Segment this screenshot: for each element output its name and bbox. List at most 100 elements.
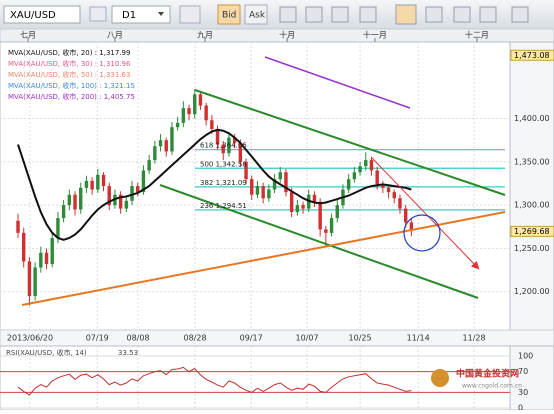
candle-body bbox=[375, 170, 379, 185]
candle-body bbox=[318, 201, 322, 230]
tool-icon[interactable] bbox=[479, 6, 497, 23]
candle-body bbox=[50, 238, 54, 265]
candle-body bbox=[67, 194, 72, 206]
x-tick-label: 11/14 bbox=[407, 334, 430, 343]
candle-body bbox=[369, 160, 374, 171]
candle-body bbox=[130, 186, 134, 201]
candle-body bbox=[204, 105, 208, 121]
fib-label: 236 1,294.51 bbox=[200, 202, 247, 210]
x-tick-label: 2013/06/20 bbox=[7, 334, 53, 343]
timeframe: D1 bbox=[122, 10, 136, 21]
candle-body bbox=[261, 186, 265, 199]
candle-body bbox=[96, 174, 100, 190]
candle-body bbox=[272, 179, 277, 190]
chart-type-button[interactable] bbox=[179, 5, 201, 24]
candle-body bbox=[90, 180, 94, 190]
tool-icons bbox=[279, 4, 529, 25]
rsi-line bbox=[17, 366, 412, 396]
candle-body bbox=[193, 94, 197, 115]
fib-label: 382 1,321.09 bbox=[200, 179, 247, 187]
channel-upper bbox=[194, 89, 506, 196]
candle-body bbox=[22, 232, 26, 262]
tool-icon[interactable] bbox=[359, 6, 377, 23]
candle-body bbox=[295, 205, 300, 213]
labels: 1,200.00 1,250.00 1,300.00 1,350.00 1,400.00… bbox=[6, 30, 550, 413]
candle-body bbox=[84, 180, 89, 188]
tool-icon[interactable] bbox=[331, 6, 349, 23]
x-tick-label: 08/28 bbox=[183, 334, 206, 343]
candle-body bbox=[153, 146, 157, 161]
tool-icon[interactable] bbox=[305, 6, 323, 23]
candle-body bbox=[73, 194, 77, 210]
candle-body bbox=[136, 186, 140, 193]
ma-legend-entry: MVA(XAU/USD, 收市, 50) : 1,331.63 bbox=[8, 70, 130, 79]
channel-lower bbox=[159, 184, 479, 299]
rsi-value: 33.53 bbox=[118, 349, 138, 357]
ma-legend-entry: MVA(XAU/USD, 收市, 200) : 1,405.75 bbox=[8, 92, 135, 101]
tool-icon[interactable] bbox=[425, 6, 443, 23]
ma-line bbox=[17, 128, 412, 241]
candle-body bbox=[170, 127, 174, 152]
x-tick-label: 10/07 bbox=[296, 334, 319, 343]
tool-icon[interactable] bbox=[395, 4, 417, 25]
candle-body bbox=[324, 229, 328, 233]
candle-body bbox=[158, 140, 163, 147]
highlight-circle bbox=[403, 214, 441, 252]
y-tick-label: 1,200.00 bbox=[514, 287, 550, 296]
candle-body bbox=[198, 94, 203, 106]
rsi-tick-label: 30 bbox=[518, 388, 528, 397]
annotations bbox=[21, 56, 506, 306]
candle-body bbox=[39, 252, 43, 268]
long-trend-line bbox=[264, 56, 411, 109]
price-marker-label: 1,269.68 bbox=[514, 227, 550, 236]
candle-body bbox=[255, 186, 260, 195]
x-tick-label: 09/17 bbox=[240, 334, 263, 343]
candle-body bbox=[79, 187, 83, 210]
candle-body bbox=[33, 267, 37, 297]
ma-legend-entry: MVA(XAU/USD, 收市, 20) : 1,317.99 bbox=[8, 48, 130, 57]
candle-body bbox=[301, 205, 305, 209]
symbol-input[interactable] bbox=[3, 5, 81, 24]
x-tick-label: 08/08 bbox=[126, 334, 149, 343]
ma-legend-entry: MVA(XAU/USD, 收市, 30) : 1,310.96 bbox=[8, 59, 131, 68]
candle-body bbox=[403, 208, 408, 223]
tool-icon[interactable] bbox=[279, 6, 297, 23]
watermark-url: www.cngold.com.cn bbox=[462, 383, 522, 390]
icon-button[interactable] bbox=[89, 6, 107, 22]
candle-body bbox=[358, 166, 362, 173]
month-label: 八月 bbox=[107, 31, 123, 40]
rsi-tick-label: 0 bbox=[518, 404, 523, 411]
rsi-tick-label: 70 bbox=[518, 367, 528, 376]
fib-label: 618 1,364.06 bbox=[200, 142, 247, 150]
candle-body bbox=[398, 198, 402, 209]
ask-button[interactable] bbox=[244, 4, 268, 25]
candle-body bbox=[381, 184, 385, 188]
rsi-label: RSI(XAU/USD, 收市, 14) bbox=[6, 348, 87, 357]
candle-body bbox=[409, 222, 414, 232]
x-tick-label: 10/25 bbox=[349, 334, 372, 343]
candle-body bbox=[278, 172, 282, 180]
y-tick-label: 1,400.00 bbox=[514, 114, 550, 123]
candle-body bbox=[107, 186, 111, 206]
dropdown-arrow bbox=[158, 12, 164, 16]
candle-body bbox=[250, 179, 254, 195]
candle-body bbox=[238, 142, 243, 162]
candle-body bbox=[164, 140, 168, 152]
logo bbox=[431, 369, 449, 387]
tool-icon[interactable] bbox=[511, 6, 529, 23]
candle-body bbox=[267, 189, 271, 199]
bid-button[interactable] bbox=[217, 4, 241, 25]
candle-body bbox=[187, 108, 191, 115]
price-marker bbox=[510, 49, 554, 61]
fib-label: 500 1,342.58 bbox=[200, 160, 247, 168]
month-label: 七月 bbox=[20, 31, 36, 40]
candle-body bbox=[175, 122, 180, 128]
tool-icon[interactable] bbox=[453, 6, 471, 23]
symbol: XAU/USD bbox=[10, 10, 56, 21]
candle-body bbox=[61, 205, 66, 219]
candle-body bbox=[124, 200, 129, 209]
candle-body bbox=[101, 174, 106, 187]
candle-body bbox=[44, 252, 49, 265]
timeframe-select[interactable] bbox=[111, 5, 171, 24]
candle-body bbox=[210, 120, 214, 129]
